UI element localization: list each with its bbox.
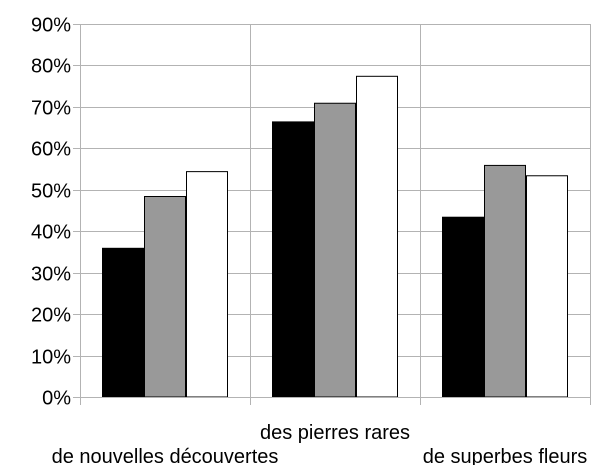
y-tick-label: 10%	[31, 347, 71, 369]
bar-series-1-category-3	[442, 216, 484, 398]
bar-series-3-category-3	[526, 175, 568, 398]
y-tick-label: 90%	[31, 15, 71, 37]
y-tick-label: 60%	[31, 139, 71, 161]
y-tick-label: 40%	[31, 222, 71, 244]
bar-series-1-category-2	[272, 121, 314, 398]
y-tick-label: 50%	[31, 181, 71, 203]
axes	[73, 24, 590, 398]
bar-series-2-category-2	[314, 102, 356, 398]
bar-series-3-category-1	[186, 171, 228, 398]
y-tick-label: 20%	[31, 305, 71, 327]
bar-series-3-category-2	[356, 75, 398, 398]
bar-series-2-category-3	[484, 164, 526, 398]
y-tick-label: 70%	[31, 98, 71, 120]
bars	[102, 75, 568, 398]
x-category-label: de superbes fleurs	[423, 446, 588, 465]
y-tick-label: 30%	[31, 264, 71, 286]
bar-series-1-category-1	[102, 247, 144, 398]
bar-series-2-category-1	[144, 195, 186, 398]
tick-labels: 0% 10% 20% 30% 40% 50% 60% 70% 80% 90% de nouvelle…	[31, 15, 587, 465]
y-tick-label: 80%	[31, 56, 71, 78]
x-category-label: de nouvelles découvertes	[52, 446, 279, 465]
y-tick-label: 0%	[42, 388, 71, 410]
x-category-label: des pierres rares	[260, 422, 410, 444]
